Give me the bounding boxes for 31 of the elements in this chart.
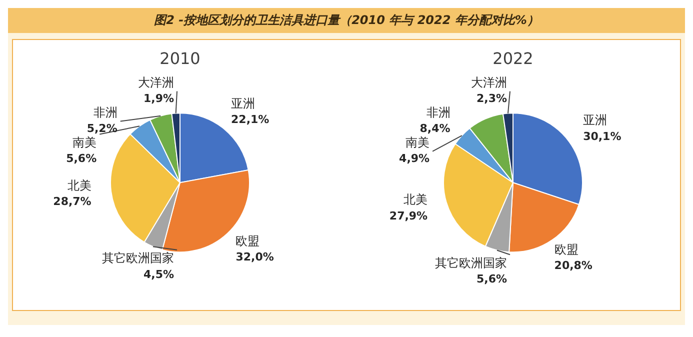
chart-title: 2010 [159, 48, 200, 68]
data-label: 5,6% [476, 272, 508, 286]
data-label: 5,6% [66, 152, 96, 166]
data-label: 28,7% [52, 195, 92, 208]
data-label: 1,9% [143, 92, 174, 106]
slice-label: 欧盟 [554, 242, 579, 256]
slice-label: 大洋洲 [471, 75, 508, 90]
slice-label: 亚洲 [230, 96, 255, 110]
slice-label: 亚洲 [583, 113, 608, 128]
slice-label: 非洲 [426, 105, 451, 120]
caption: 图2 -按地区划分的卫生洁具进口量（2010 年与 2022 年分配对比%） [8, 8, 685, 33]
slice-label: 南美 [72, 135, 96, 150]
slice-label: 其它欧洲国家 [102, 251, 174, 266]
data-label: 4,9% [399, 152, 430, 166]
data-label: 20,8% [554, 259, 593, 272]
data-label: 8,4% [420, 122, 451, 136]
data-label: 5,2% [86, 122, 118, 136]
slice-label: 大洋洲 [138, 75, 174, 90]
slice-label: 其它欧洲国家 [435, 256, 508, 270]
slice-label: 北美 [67, 178, 92, 192]
data-label: 27,9% [390, 209, 428, 222]
slice-label: 南美 [406, 135, 430, 150]
slice-label: 北美 [404, 192, 428, 207]
slice-label: 欧盟 [235, 234, 260, 248]
data-label: 4,5% [143, 268, 174, 281]
data-label: 32,0% [235, 250, 274, 264]
data-label: 22,1% [230, 113, 269, 126]
data-label: 30,1% [583, 130, 622, 143]
chart-title: 2022 [492, 48, 534, 68]
data-label: 2,3% [476, 92, 508, 106]
slice-label: 非洲 [93, 105, 118, 120]
